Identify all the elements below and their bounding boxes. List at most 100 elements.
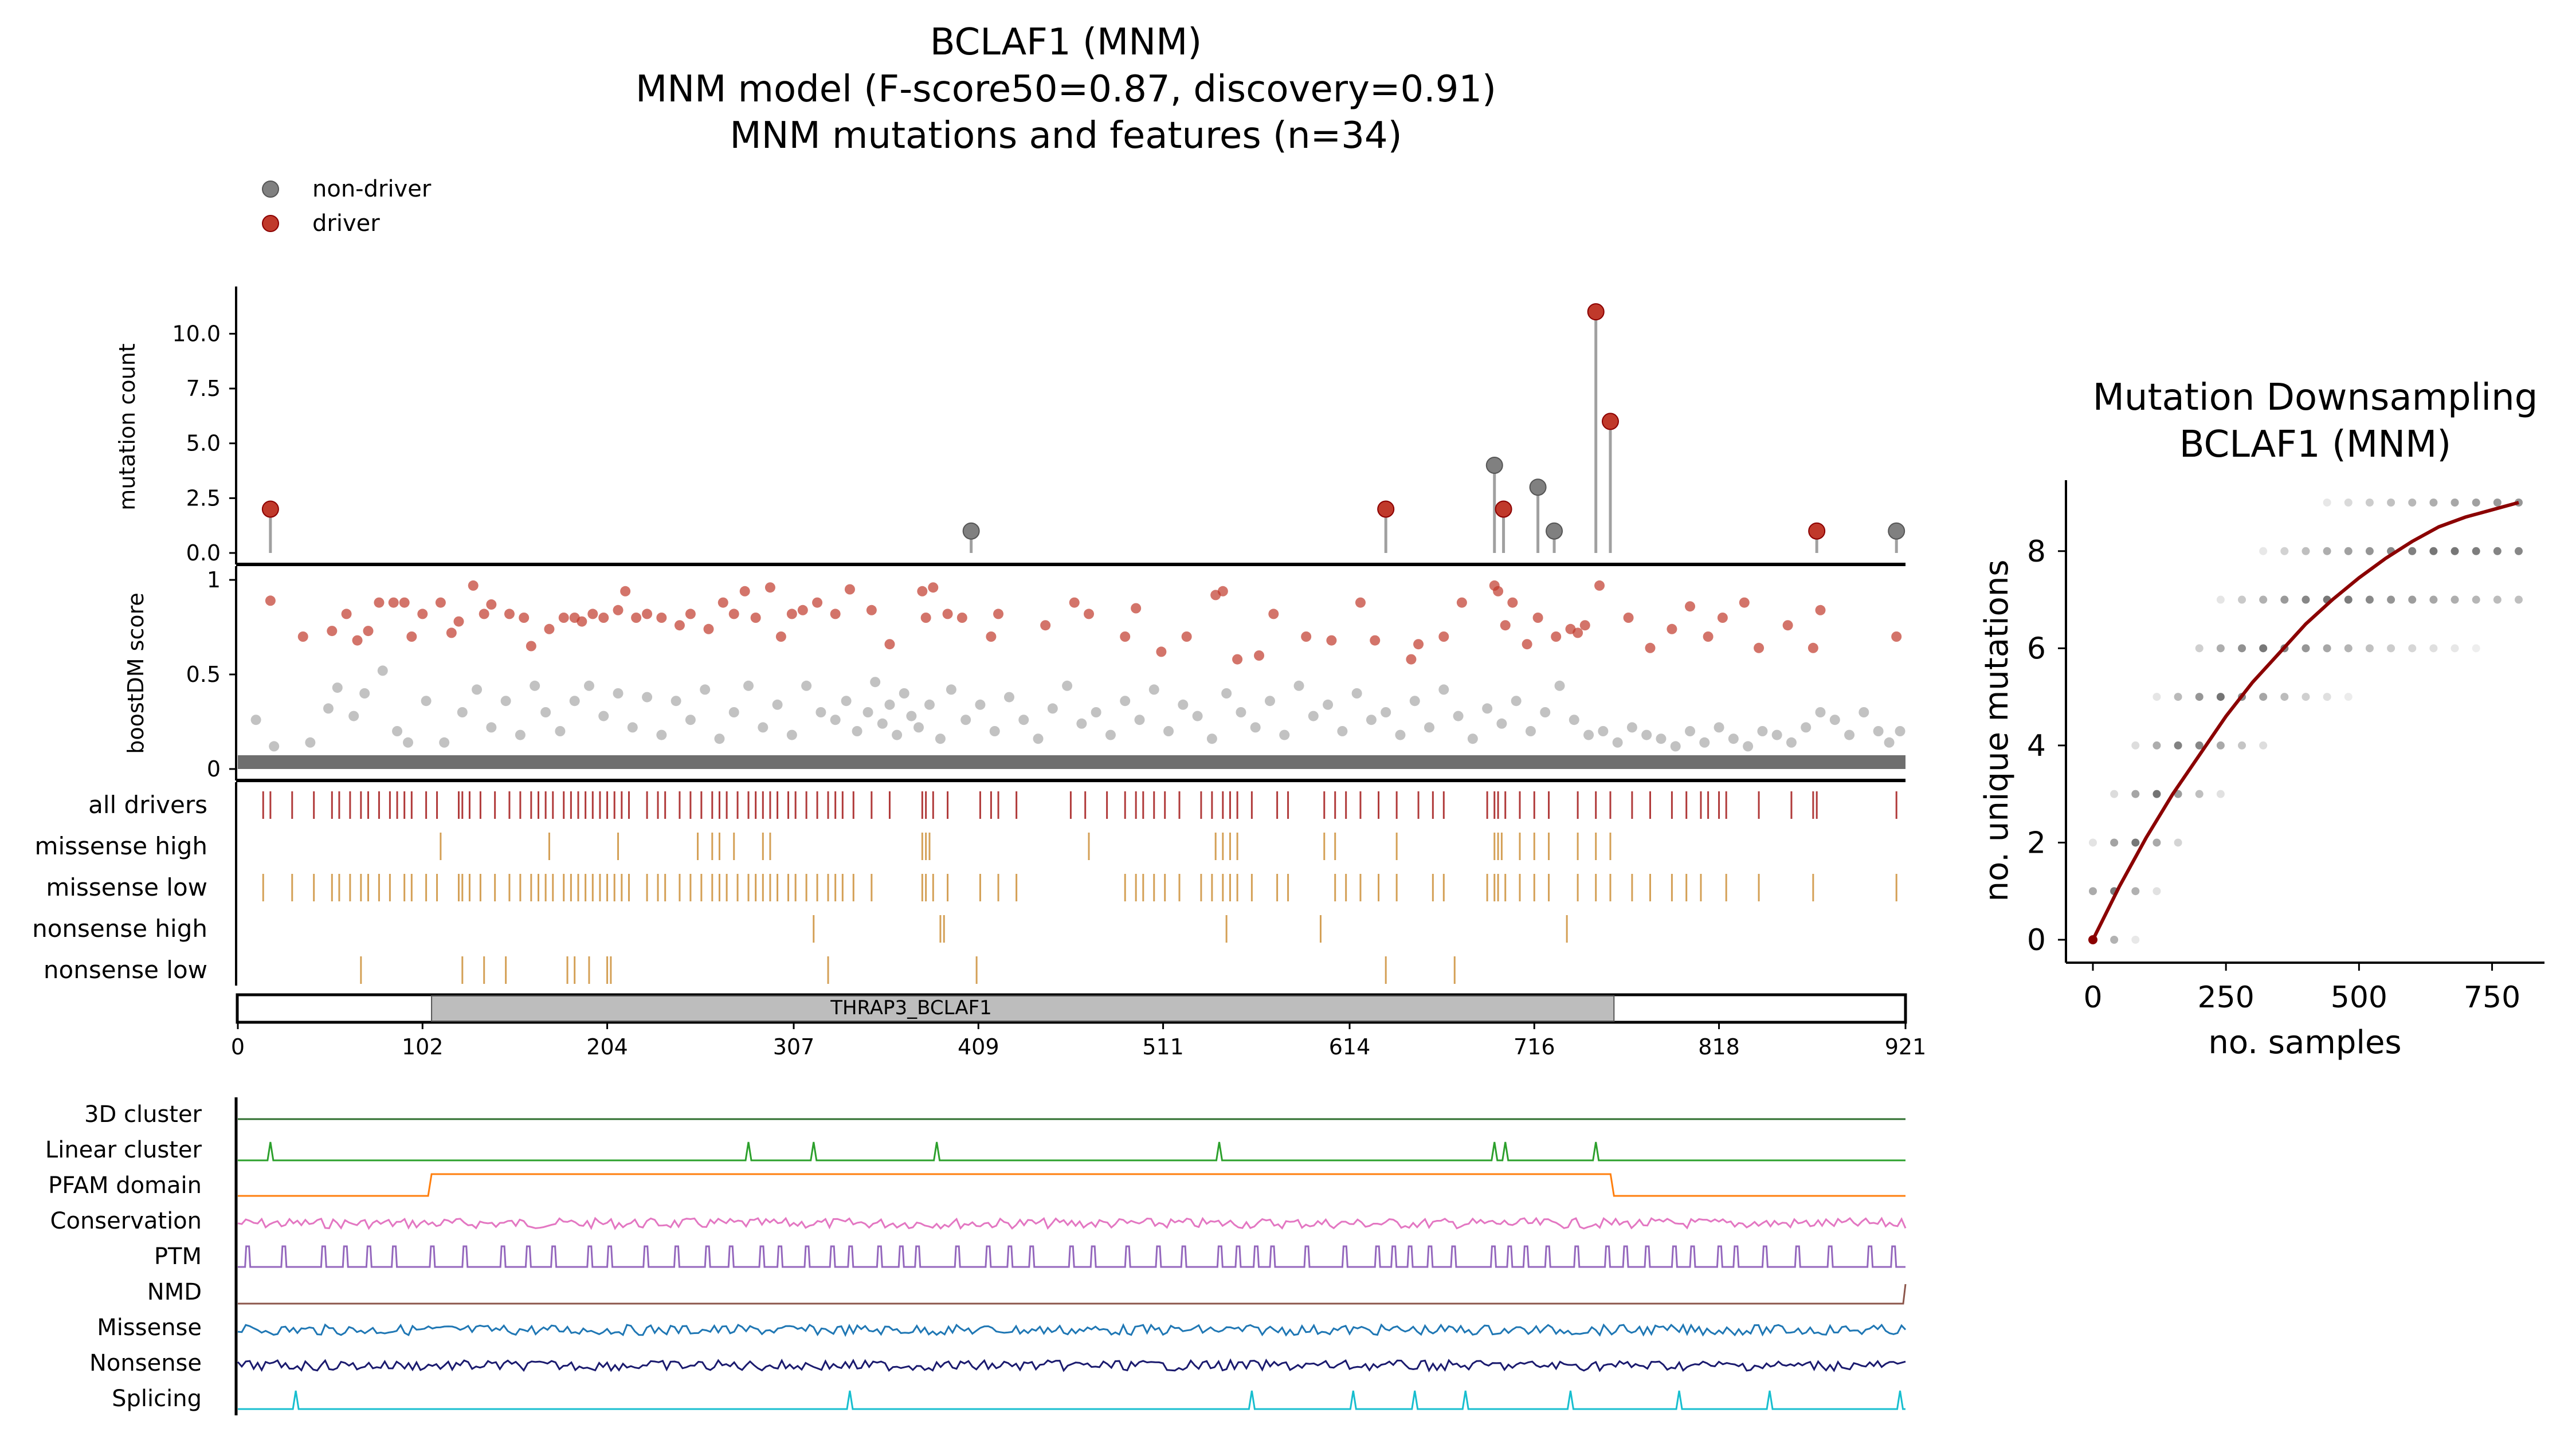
domain-xtick-label: 818	[1698, 1034, 1740, 1060]
boostdm-point-non-driver	[892, 729, 903, 740]
downsampling-dot	[2089, 887, 2097, 896]
downsampling-dots	[2088, 499, 2523, 944]
lollipop-point-non-driver	[1485, 456, 1503, 474]
feature-label: PTM	[154, 1243, 202, 1270]
boostdm-point-non-driver	[946, 684, 956, 695]
lollipop-ytick-label: 7.5	[186, 376, 221, 401]
boostdm-point-driver	[1594, 580, 1605, 591]
boostdm-point-driver	[504, 609, 515, 619]
boostdm-point-non-driver	[1120, 696, 1131, 707]
feature-label: Nonsense	[89, 1350, 202, 1376]
boostdm-point-non-driver	[332, 682, 343, 693]
downsampling-dot	[2515, 595, 2523, 604]
boostdm-point-non-driver	[1801, 722, 1812, 733]
downsampling-dot	[2387, 499, 2395, 507]
boostdm-point-non-driver	[1047, 703, 1058, 714]
boostdm-point-non-driver	[841, 696, 852, 707]
domain-xtick-label: 921	[1885, 1034, 1927, 1060]
boostdm-point-driver	[620, 586, 631, 597]
boostdm-point-driver	[830, 609, 841, 619]
boostdm-marks	[250, 580, 1905, 752]
boostdm-point-non-driver	[1076, 718, 1087, 729]
boostdm-point-non-driver	[1829, 715, 1840, 725]
boostdm-point-non-driver	[913, 722, 924, 733]
downsampling-dot	[2429, 644, 2438, 653]
boostdm-point-non-driver	[728, 707, 739, 717]
feature-label: 3D cluster	[84, 1101, 202, 1128]
lollipop-point-non-driver	[1888, 522, 1905, 540]
boostdm-point-driver	[1507, 597, 1518, 608]
lollipop-point-driver	[1808, 522, 1826, 540]
track-panel: all drivers missense high missense low nons…	[32, 782, 1897, 986]
boostdm-point-non-driver	[421, 696, 432, 707]
boostdm-point-driver	[1500, 620, 1511, 631]
feature-label: NMD	[147, 1279, 202, 1305]
boostdm-point-non-driver	[1134, 715, 1145, 725]
boostdm-point-driver	[884, 639, 895, 650]
downsampling-ytick-label: 8	[2027, 535, 2046, 569]
boostdm-point-non-driver	[1091, 707, 1101, 717]
boostdm-point-non-driver	[1424, 722, 1435, 733]
boostdm-ytick-label: 0.5	[186, 662, 221, 687]
downsampling-dot	[2259, 644, 2268, 653]
boostdm-point-non-driver	[1003, 692, 1014, 703]
boostdm-point-non-driver	[1771, 729, 1782, 740]
downsampling-dot	[2472, 644, 2480, 653]
downsampling-ticks: 0 250 500 750 0 2 4 6 8	[2027, 535, 2520, 1015]
boostdm-point-non-driver	[1884, 737, 1895, 748]
downsampling-dot	[2429, 499, 2438, 507]
boostdm-point-driver	[642, 609, 653, 619]
boostdm-point-non-driver	[1178, 699, 1189, 710]
boostdm-point-driver	[1685, 601, 1696, 612]
boostdm-point-non-driver	[515, 729, 526, 740]
downsampling-dot	[2515, 547, 2523, 555]
downsampling-dot	[2089, 838, 2097, 847]
boostdm-point-driver	[656, 613, 667, 623]
boostdm-point-non-driver	[403, 737, 414, 748]
boostdm-point-non-driver	[1105, 729, 1116, 740]
boostdm-point-driver	[797, 605, 808, 615]
downsampling-dot	[2152, 693, 2161, 701]
title-line-3: MNM mutations and features (n=34)	[730, 115, 1402, 157]
boostdm-point-non-driver	[758, 722, 769, 733]
lollipop-marks	[261, 303, 1905, 553]
domain-label: THRAP3_BCLAF1	[830, 996, 992, 1019]
boostdm-point-non-driver	[1598, 726, 1609, 736]
downsampling-xtick-label: 500	[2331, 980, 2387, 1015]
boostdm-point-driver	[739, 586, 750, 597]
track-marks: all drivers missense high missense low nons…	[32, 791, 1897, 984]
boostdm-point-driver	[598, 613, 609, 623]
downsampling-dot	[2344, 499, 2352, 507]
feature-label: Conservation	[50, 1208, 202, 1234]
boostdm-point-non-driver	[743, 680, 754, 691]
boostdm-point-non-driver	[1062, 680, 1073, 691]
feature-label: Splicing	[112, 1386, 202, 1412]
boostdm-point-non-driver	[1511, 696, 1522, 707]
boostdm-point-driver	[558, 613, 569, 623]
legend-marker-driver	[262, 215, 279, 232]
boostdm-point-non-driver	[1685, 726, 1696, 736]
boostdm-point-non-driver	[1395, 729, 1406, 740]
boostdm-point-driver	[519, 613, 530, 623]
boostdm-point-non-driver	[1206, 733, 1217, 744]
boostdm-point-driver	[363, 626, 374, 637]
downsampling-dot	[2152, 838, 2161, 847]
lollipop-point-non-driver	[962, 522, 980, 540]
boostdm-point-driver	[341, 609, 352, 619]
boostdm-point-driver	[1667, 623, 1677, 634]
boostdm-panel: boostDM score 00.51	[123, 566, 1905, 782]
boostdm-point-non-driver	[555, 726, 566, 736]
title-line-2: MNM model (F-score50=0.87, discovery=0.9…	[636, 68, 1496, 111]
boostdm-point-non-driver	[540, 707, 551, 717]
boostdm-point-non-driver	[1895, 726, 1905, 736]
track-label: nonsense high	[32, 915, 207, 943]
boostdm-point-driver	[728, 609, 739, 619]
boostdm-point-driver	[631, 613, 642, 623]
boostdm-point-driver	[764, 582, 775, 593]
domain-xtick-label: 102	[402, 1034, 444, 1060]
boostdm-point-non-driver	[1815, 707, 1826, 717]
boostdm-point-driver	[1438, 631, 1449, 642]
boostdm-point-driver	[544, 623, 555, 634]
boostdm-point-driver	[1181, 631, 1192, 642]
boostdm-point-driver	[844, 584, 855, 595]
